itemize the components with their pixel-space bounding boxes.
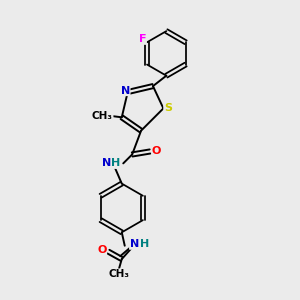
Text: N: N [121, 85, 130, 96]
Text: O: O [152, 146, 161, 157]
Text: H: H [140, 239, 149, 249]
Text: CH₃: CH₃ [92, 111, 113, 121]
Text: N: N [102, 158, 111, 168]
Text: S: S [164, 103, 172, 113]
Text: O: O [97, 245, 106, 255]
Text: N: N [130, 239, 139, 249]
Text: H: H [111, 158, 120, 168]
Text: CH₃: CH₃ [108, 269, 129, 279]
Text: F: F [139, 34, 146, 44]
